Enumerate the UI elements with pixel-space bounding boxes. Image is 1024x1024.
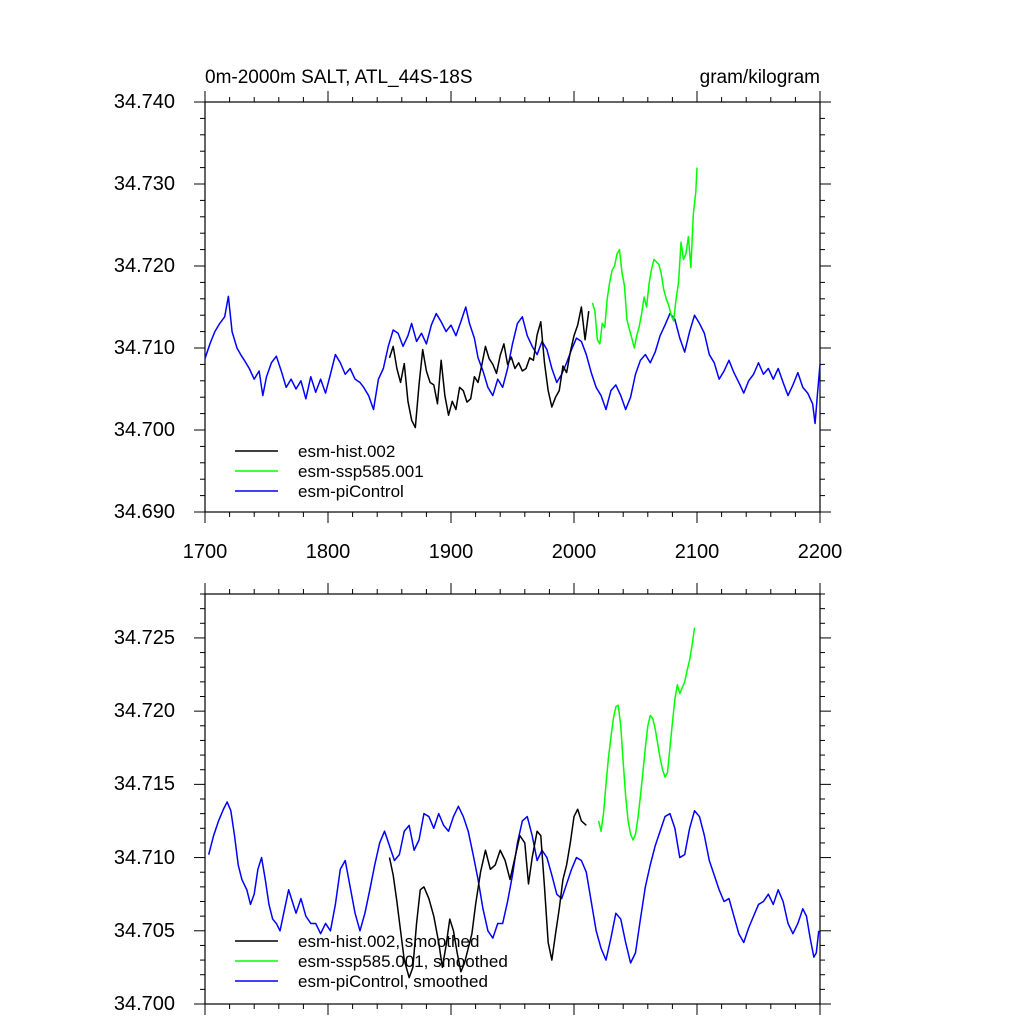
bottom-series-line-esm-picontrol bbox=[207, 801, 820, 964]
bottom-axis-ticks bbox=[194, 583, 831, 1015]
bottom-y-tick-label: 34.700 bbox=[114, 993, 175, 1015]
top-x-tick-label: 1900 bbox=[429, 541, 474, 563]
bottom-legend-label-hist: esm-hist.002, smoothed bbox=[298, 932, 479, 951]
bottom-panel: 34.700 34.705 34.710 34.715 34.720 34.72… bbox=[114, 583, 831, 1015]
top-x-tick-label: 1700 bbox=[183, 541, 228, 563]
top-y-tick-label: 34.730 bbox=[114, 173, 175, 195]
top-chart-units: gram/kilogram bbox=[700, 67, 820, 88]
top-series-line-esm-picontrol bbox=[204, 295, 821, 425]
top-panel: 0m-2000m SALT, ATL_44S-18S gram/kilogram… bbox=[114, 67, 842, 563]
bottom-series-group bbox=[207, 627, 820, 979]
bottom-legend-label-ssp585: esm-ssp585.001, smoothed bbox=[298, 952, 508, 971]
bottom-series-line-esm-hist-002 bbox=[388, 808, 587, 979]
bottom-y-tick-label: 34.720 bbox=[114, 700, 175, 722]
top-x-tick-label: 2000 bbox=[552, 541, 597, 563]
bottom-series-line-esm-ssp585-001 bbox=[597, 627, 696, 841]
top-legend: esm-hist.002 esm-ssp585.001 esm-piContro… bbox=[235, 442, 424, 501]
bottom-y-tick-label: 34.715 bbox=[114, 773, 175, 795]
top-legend-label-ssp585: esm-ssp585.001 bbox=[298, 462, 424, 481]
top-y-tick-label: 34.720 bbox=[114, 255, 175, 277]
top-x-tick-labels: 1700 1800 1900 2000 2100 2200 bbox=[183, 541, 843, 563]
top-y-tick-label: 34.690 bbox=[114, 501, 175, 523]
bottom-y-tick-label: 34.705 bbox=[114, 920, 175, 942]
top-x-tick-label: 1800 bbox=[306, 541, 351, 563]
bottom-legend: esm-hist.002, smoothed esm-ssp585.001, s… bbox=[235, 932, 508, 991]
top-x-tick-label: 2100 bbox=[675, 541, 720, 563]
top-chart-title: 0m-2000m SALT, ATL_44S-18S bbox=[205, 67, 473, 88]
top-y-tick-label: 34.700 bbox=[114, 419, 175, 441]
top-series-line-esm-ssp585-001 bbox=[591, 167, 698, 349]
bottom-y-tick-label: 34.725 bbox=[114, 627, 175, 649]
bottom-legend-label-picontrol: esm-piControl, smoothed bbox=[298, 972, 488, 991]
top-plot-frame bbox=[204, 101, 821, 513]
top-axis-ticks bbox=[194, 91, 831, 523]
top-series-line-esm-hist-002 bbox=[388, 306, 590, 429]
top-y-tick-label: 34.710 bbox=[114, 337, 175, 359]
top-legend-label-picontrol: esm-piControl bbox=[298, 482, 404, 501]
top-series-group bbox=[204, 167, 821, 429]
top-legend-label-hist: esm-hist.002 bbox=[298, 442, 395, 461]
top-y-tick-labels: 34.690 34.700 34.710 34.720 34.730 34.74… bbox=[114, 91, 175, 523]
top-x-tick-label: 2200 bbox=[798, 541, 843, 563]
bottom-y-tick-label: 34.710 bbox=[114, 847, 175, 869]
bottom-y-tick-labels: 34.700 34.705 34.710 34.715 34.720 34.72… bbox=[114, 627, 175, 1015]
top-y-tick-label: 34.740 bbox=[114, 91, 175, 113]
